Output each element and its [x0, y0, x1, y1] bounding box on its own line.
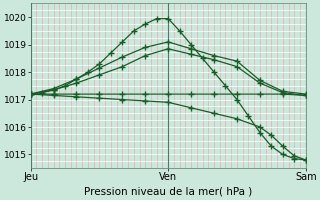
X-axis label: Pression niveau de la mer( hPa ): Pression niveau de la mer( hPa )	[84, 187, 252, 197]
